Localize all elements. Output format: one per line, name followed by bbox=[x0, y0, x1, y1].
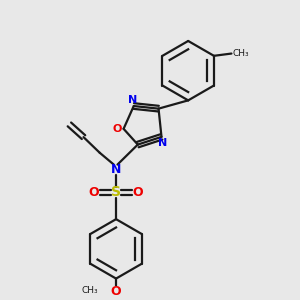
Text: O: O bbox=[89, 186, 99, 199]
Text: CH₃: CH₃ bbox=[81, 286, 98, 295]
Text: O: O bbox=[111, 285, 122, 298]
Text: O: O bbox=[133, 186, 143, 199]
Text: N: N bbox=[111, 163, 121, 176]
Text: N: N bbox=[128, 95, 137, 105]
Text: CH₃: CH₃ bbox=[232, 49, 249, 58]
Text: S: S bbox=[111, 185, 121, 199]
Text: O: O bbox=[113, 124, 122, 134]
Text: N: N bbox=[158, 137, 167, 148]
